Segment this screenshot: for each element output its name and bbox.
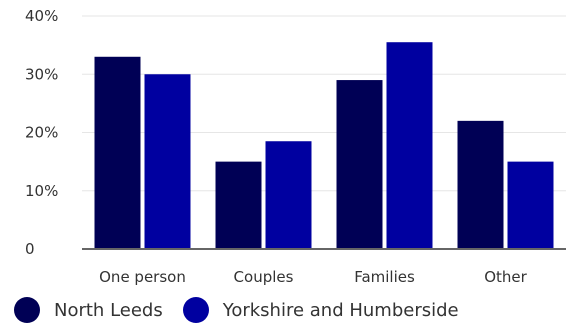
y-tick-label: 40% [25, 7, 58, 25]
legend-swatch-north-leeds [14, 297, 40, 323]
y-axis-tick-labels: 0 10% 20% 30% 40% [25, 7, 58, 258]
y-tick-label: 20% [25, 124, 58, 142]
bar-yorkshire-and-humberside-couples[interactable] [265, 141, 312, 249]
bar-yorkshire-and-humberside-other[interactable] [507, 161, 554, 249]
bar-north-leeds-other[interactable] [457, 120, 504, 249]
x-axis-category-labels: One person Couples Families Other [99, 268, 527, 286]
y-tick-label: 0 [25, 240, 35, 258]
bar-yorkshire-and-humberside-one-person[interactable] [144, 74, 191, 249]
legend-item-yorkshire-and-humberside[interactable]: Yorkshire and Humberside [182, 297, 459, 323]
x-category-label: Other [484, 268, 527, 286]
bar-north-leeds-one-person[interactable] [94, 56, 141, 250]
legend-item-north-leeds[interactable]: North Leeds [14, 297, 163, 323]
x-category-label: Couples [234, 268, 294, 286]
bar-chart: 010%20%30%40% One person Couples Families O… [25, 7, 566, 286]
legend-label-north-leeds: North Leeds [54, 299, 163, 321]
bar-yorkshire-and-humberside-families[interactable] [386, 42, 433, 250]
bars [94, 42, 554, 250]
x-category-label: Families [354, 268, 415, 286]
y-tick-label: 10% [25, 182, 58, 200]
legend: North Leeds Yorkshire and Humberside [14, 297, 479, 323]
legend-swatch-yorkshire-and-humberside [182, 297, 209, 323]
y-tick-label: 30% [25, 65, 58, 83]
legend-label-yorkshire-and-humberside: Yorkshire and Humberside [222, 299, 459, 321]
bar-north-leeds-families[interactable] [336, 80, 383, 249]
bar-north-leeds-couples[interactable] [215, 161, 262, 249]
x-category-label: One person [99, 268, 186, 286]
